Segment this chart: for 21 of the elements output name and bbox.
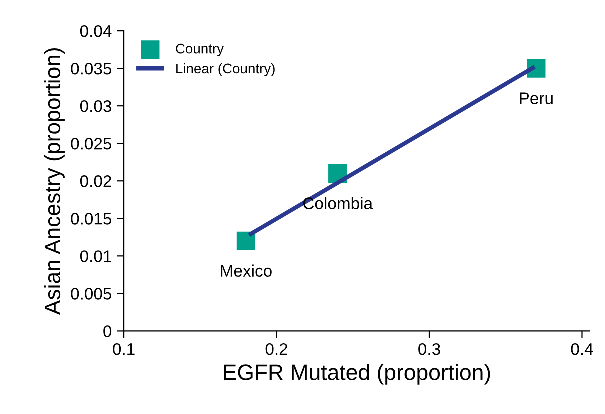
- x-tick-label: 0.3: [418, 343, 440, 356]
- annotation: Peru: [520, 92, 553, 104]
- y-tick-label: 0.025: [71, 138, 112, 150]
- y-tick-label: 0.02: [80, 176, 112, 188]
- annotation: Mexico: [221, 264, 272, 278]
- y-tick-label: 0.01: [80, 250, 112, 262]
- legend-label: Linear (Country): [176, 63, 275, 76]
- y-tick-label: 0.015: [71, 213, 112, 225]
- y-axis-title: Asian Ancestry (proportion): [44, 48, 65, 316]
- x-axis-title: EGFR Mutated (proportion): [224, 364, 490, 385]
- y-tick-label: 0.035: [71, 62, 112, 75]
- annotation: Colombia: [304, 197, 374, 210]
- point: [236, 232, 256, 250]
- y-tick-label: 0.03: [80, 100, 112, 112]
- x-tick-label: 0.1: [113, 343, 135, 356]
- y-tick-label: 0.005: [71, 288, 112, 300]
- y-tick-label: 0: [104, 326, 112, 338]
- y-tick-label: 0.04: [80, 25, 112, 38]
- x-tick-label: 0.2: [266, 343, 288, 356]
- legend-label: Country: [176, 44, 224, 56]
- x-tick-label: 0.4: [571, 343, 594, 356]
